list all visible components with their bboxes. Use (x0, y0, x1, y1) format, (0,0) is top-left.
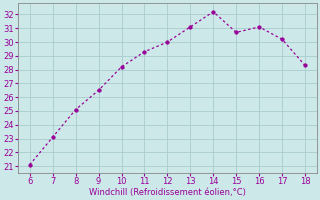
X-axis label: Windchill (Refroidissement éolien,°C): Windchill (Refroidissement éolien,°C) (89, 188, 246, 197)
